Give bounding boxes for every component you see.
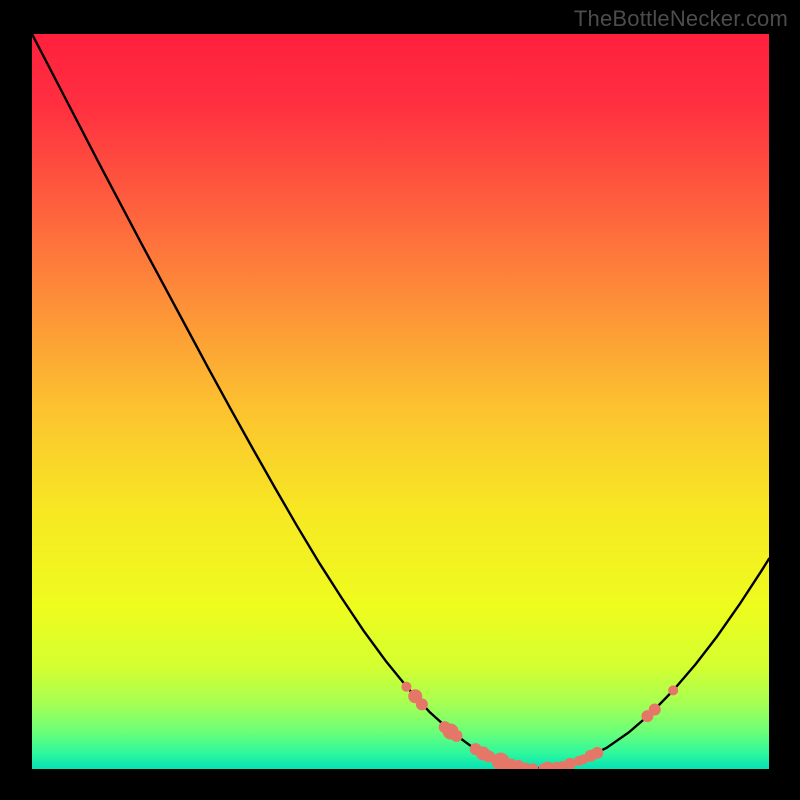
data-marker: [591, 747, 603, 759]
data-marker: [416, 698, 428, 710]
data-marker: [401, 682, 411, 692]
watermark-text: TheBottleNecker.com: [574, 6, 788, 32]
data-marker: [668, 685, 678, 695]
chart-svg: [32, 34, 769, 769]
data-marker: [528, 763, 538, 769]
chart-plot-area: [32, 34, 769, 769]
data-marker: [649, 703, 661, 715]
bottleneck-curve: [32, 34, 769, 768]
data-marker: [451, 730, 463, 742]
